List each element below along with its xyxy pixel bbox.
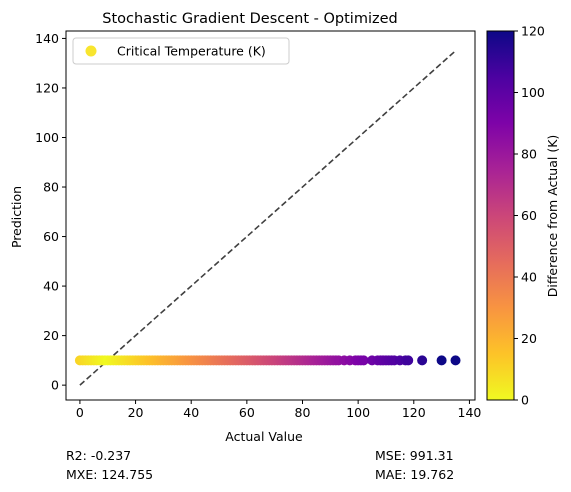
y-tick-label: 40 xyxy=(43,279,59,294)
y-tick-label: 80 xyxy=(43,180,59,195)
scatter-chart: Stochastic Gradient Descent - Optimized … xyxy=(9,11,560,444)
chart-title: Stochastic Gradient Descent - Optimized xyxy=(102,11,397,27)
colorbar-tick-label: 20 xyxy=(521,331,537,346)
x-tick-label: 20 xyxy=(128,405,144,420)
colorbar-tick-label: 0 xyxy=(521,393,529,408)
x-tick-label: 100 xyxy=(346,405,370,420)
mae-stat: MAE: 19.762 xyxy=(375,467,455,482)
scatter-point xyxy=(450,355,461,366)
y-axis-label: Prediction xyxy=(9,186,24,248)
colorbar-tick-label: 120 xyxy=(521,24,545,39)
colorbar-tick-label: 80 xyxy=(521,147,537,162)
colorbar-tick-label: 60 xyxy=(521,208,537,223)
colorbar: 0 20 40 60 80 100 120 Difference from Actual (… xyxy=(486,24,560,408)
y-tick-label: 0 xyxy=(51,378,59,393)
colorbar-tick-label: 40 xyxy=(521,270,537,285)
colorbar-gradient xyxy=(486,30,515,401)
scatter-point xyxy=(436,355,447,366)
colorbar-label: Difference from Actual (K) xyxy=(545,135,560,298)
legend-marker xyxy=(85,45,97,57)
reference-line xyxy=(79,50,457,386)
x-tick-label: 120 xyxy=(402,405,426,420)
colorbar-tick-label: 100 xyxy=(521,85,545,100)
scatter-point xyxy=(403,355,414,366)
x-tick-label: 140 xyxy=(458,405,482,420)
y-tick-label: 100 xyxy=(35,130,59,145)
y-tick-label: 20 xyxy=(43,328,59,343)
plot-frame xyxy=(65,30,476,401)
y-tick-label: 120 xyxy=(35,80,59,95)
x-tick-label: 0 xyxy=(76,405,84,420)
x-tick-label: 40 xyxy=(183,405,199,420)
legend-label: Critical Temperature (K) xyxy=(117,44,266,59)
x-tick-label: 80 xyxy=(295,405,311,420)
x-axis-label: Actual Value xyxy=(225,429,303,444)
mxe-stat: MXE: 124.755 xyxy=(66,467,154,482)
scatter-point xyxy=(417,355,428,366)
mse-stat: MSE: 991.31 xyxy=(375,448,454,463)
scatter-point xyxy=(358,355,369,366)
legend: Critical Temperature (K) xyxy=(72,37,290,65)
y-tick-label: 60 xyxy=(43,229,59,244)
legend-box xyxy=(72,37,290,65)
x-tick-label: 60 xyxy=(239,405,255,420)
y-tick-label: 140 xyxy=(35,31,59,46)
r2-stat: R2: -0.237 xyxy=(66,448,132,463)
